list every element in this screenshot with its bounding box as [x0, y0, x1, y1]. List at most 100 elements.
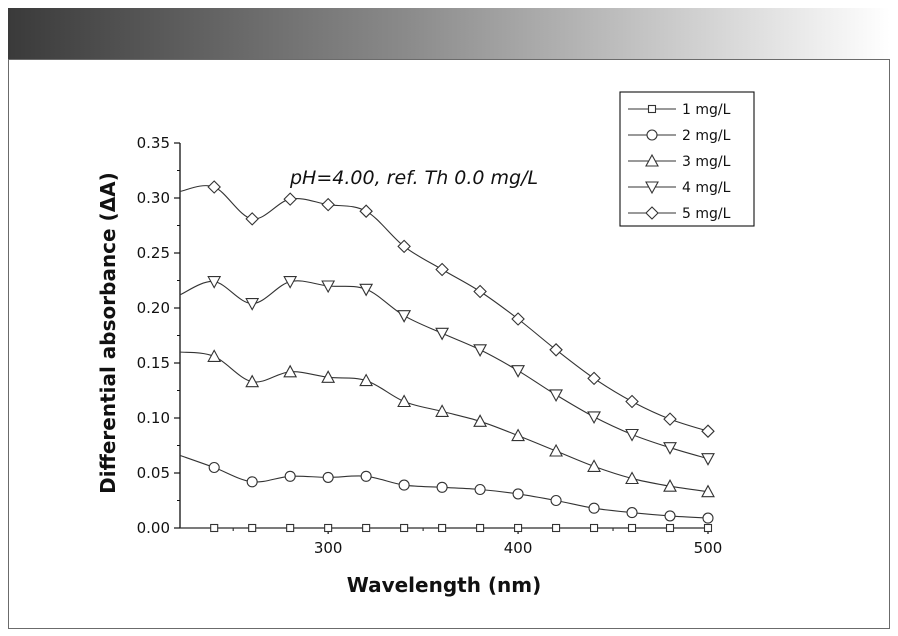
y-tick-label: 0.35	[137, 134, 170, 152]
data-point	[588, 502, 600, 514]
data-point	[359, 283, 374, 297]
data-point	[549, 443, 563, 457]
data-point	[438, 523, 447, 533]
y-tick-label: 0.00	[137, 519, 170, 537]
data-point	[359, 373, 374, 387]
data-point	[397, 394, 412, 408]
data-point	[511, 428, 525, 442]
data-point	[248, 523, 257, 533]
data-point	[207, 349, 222, 362]
data-point	[362, 523, 371, 533]
data-point	[435, 327, 450, 341]
legend-box	[619, 91, 755, 227]
axes-layer: 0.00 0.05 0.10 0.15 0.20 0.25 0.30 0.35 300 400 50…	[137, 134, 723, 557]
data-point	[511, 365, 525, 378]
x-tick-label: 300	[314, 539, 343, 557]
data-point	[473, 344, 488, 357]
y-tick-label: 0.15	[137, 354, 170, 372]
data-point	[397, 310, 412, 323]
data-point	[245, 374, 260, 388]
data-point	[207, 276, 222, 289]
series-1	[180, 523, 713, 533]
data-point	[550, 494, 562, 507]
data-point	[208, 461, 220, 474]
data-point	[587, 371, 601, 386]
data-point	[283, 276, 298, 289]
data-point	[476, 523, 485, 533]
data-point	[626, 507, 638, 519]
data-point	[627, 523, 637, 533]
data-point	[587, 459, 601, 472]
series-4	[179, 276, 715, 466]
y-axis-title: Differential absorbance (ΔA)	[96, 172, 120, 494]
y-tick-label: 0.20	[137, 299, 170, 317]
data-point	[283, 364, 298, 378]
data-point	[398, 479, 410, 491]
data-point	[512, 488, 524, 500]
data-point	[245, 298, 260, 311]
y-tick-label: 0.10	[137, 409, 170, 427]
data-point	[511, 312, 525, 326]
data-point	[435, 262, 449, 277]
series-3	[179, 349, 715, 498]
data-point	[245, 212, 259, 226]
header-gradient-bar	[8, 8, 890, 59]
data-point	[625, 471, 639, 485]
data-point	[514, 523, 523, 533]
legend-marker	[645, 206, 659, 220]
y-tick-label: 0.05	[137, 464, 170, 482]
data-point	[664, 510, 676, 522]
data-point	[552, 523, 561, 533]
legend: 1 mg/L 2 mg/L 3 mg/L 4 mg/L 5 mg/L	[619, 91, 755, 227]
data-point	[400, 523, 409, 533]
legend-marker	[645, 181, 659, 195]
data-point	[663, 479, 677, 492]
legend-marker	[646, 129, 658, 141]
data-point	[625, 428, 639, 442]
data-point	[283, 192, 297, 206]
data-point	[665, 523, 675, 533]
data-point	[473, 284, 487, 299]
data-point	[587, 411, 601, 425]
data-point	[359, 204, 373, 218]
data-point	[246, 476, 258, 488]
data-point	[701, 484, 715, 498]
y-tick-label: 0.30	[137, 189, 170, 207]
data-point	[210, 523, 219, 533]
legend-marker	[647, 104, 657, 114]
x-tick-label: 400	[504, 539, 533, 557]
series-5	[179, 180, 715, 438]
x-axis-title: Wavelength (nm)	[347, 573, 542, 597]
data-point	[663, 442, 677, 455]
series-2	[179, 454, 714, 524]
data-point	[322, 471, 334, 483]
data-point	[703, 523, 713, 533]
data-point	[324, 523, 333, 533]
legend-marker	[645, 153, 659, 167]
data-point	[436, 481, 448, 493]
legend-label: 3 mg/L	[682, 154, 731, 170]
series-line	[179, 351, 709, 493]
data-point	[663, 412, 677, 426]
data-point	[701, 453, 715, 466]
data-point	[589, 523, 599, 533]
data-point	[284, 470, 296, 482]
series-layer	[179, 180, 715, 533]
data-point	[207, 180, 221, 194]
data-point	[435, 404, 450, 417]
data-point	[625, 394, 639, 409]
legend-label: 5 mg/L	[682, 206, 731, 222]
x-tick-label: 500	[694, 539, 723, 557]
data-point	[701, 424, 715, 438]
data-point	[360, 470, 372, 482]
data-point	[549, 389, 563, 403]
data-point	[321, 370, 336, 383]
legend-label: 2 mg/L	[682, 128, 731, 144]
legend-label: 1 mg/L	[682, 102, 731, 118]
data-point	[397, 239, 411, 254]
data-point	[286, 523, 295, 533]
data-point	[473, 414, 488, 427]
data-point	[321, 280, 336, 294]
chart-annotation: pH=4.00, ref. Th 0.0 mg/L	[289, 167, 538, 189]
